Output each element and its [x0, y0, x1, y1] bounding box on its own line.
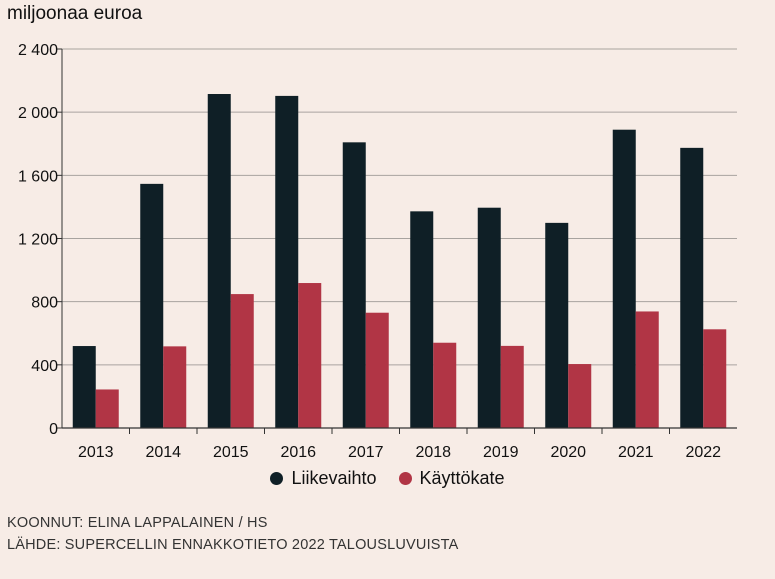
- bar-kayttokate-2015: [230, 294, 254, 428]
- footer: KOONNUT: ELINA LAPPALAINEN / HS LÄHDE: S…: [7, 512, 459, 556]
- bar-liikevaihto-2016: [275, 95, 299, 429]
- y-tick-label: 800: [31, 295, 58, 312]
- x-tick-label: 2021: [618, 444, 654, 461]
- bar-liikevaihto-2022: [680, 147, 704, 428]
- x-tick-label: 2019: [483, 444, 519, 461]
- bar-chart: 0 400 800 1 200 1 600 2 000 2 400 2013 2014 2015 2…: [18, 42, 737, 461]
- bar-liikevaihto-2020: [545, 222, 569, 428]
- bar-kayttokate-2021: [635, 311, 659, 428]
- legend-label-liikevaihto: Liikevaihto: [291, 468, 377, 488]
- x-tick-label: 2014: [145, 444, 181, 461]
- bar-kayttokate-2018: [433, 342, 457, 428]
- bar-kayttokate-2020: [568, 364, 592, 428]
- source-text: LÄHDE: SUPERCELLIN ENNAKKOTIETO 2022 TAL…: [7, 537, 459, 553]
- x-tick-label: 2015: [213, 444, 249, 461]
- x-tick-label: 2022: [685, 444, 721, 461]
- bar-kayttokate-2013: [95, 389, 119, 428]
- legend-label-kayttokate: Käyttökate: [419, 468, 505, 488]
- legend-swatch-liikevaihto: [270, 472, 284, 485]
- x-tick-label: 2020: [550, 444, 586, 461]
- legend-swatch-kayttokate: [398, 472, 412, 485]
- credit-text: KOONNUT: ELINA LAPPALAINEN / HS: [7, 515, 268, 531]
- bar-liikevaihto-2013: [72, 346, 96, 428]
- x-tick-label: 2017: [348, 444, 384, 461]
- y-axis-unit-label: miljoonaa euroa: [7, 3, 143, 24]
- bar-kayttokate-2014: [163, 346, 187, 428]
- bar-kayttokate-2016: [298, 283, 322, 428]
- bar-kayttokate-2017: [365, 312, 389, 428]
- bar-liikevaihto-2019: [477, 207, 501, 428]
- x-tick-label: 2013: [78, 444, 114, 461]
- y-tick-label: 0: [49, 421, 58, 438]
- legend: Liikevaihto Käyttökate: [0, 468, 775, 489]
- y-tick-label: 1 600: [18, 168, 58, 185]
- y-tick-label: 2 400: [18, 42, 58, 59]
- bar-liikevaihto-2017: [342, 142, 366, 429]
- legend-item-kayttokate: Käyttökate: [398, 468, 505, 489]
- bar-kayttokate-2019: [500, 345, 524, 428]
- legend-item-liikevaihto: Liikevaihto: [270, 468, 377, 489]
- bar-liikevaihto-2015: [207, 94, 231, 428]
- x-tick-label: 2016: [280, 444, 316, 461]
- y-tick-label: 400: [31, 358, 58, 375]
- y-tick-label: 1 200: [18, 232, 58, 249]
- bar-kayttokate-2022: [703, 329, 727, 428]
- x-tick-label: 2018: [415, 444, 451, 461]
- bar-liikevaihto-2021: [612, 129, 636, 428]
- y-tick-label: 2 000: [18, 105, 58, 122]
- bar-liikevaihto-2018: [410, 211, 434, 428]
- bar-liikevaihto-2014: [140, 183, 164, 428]
